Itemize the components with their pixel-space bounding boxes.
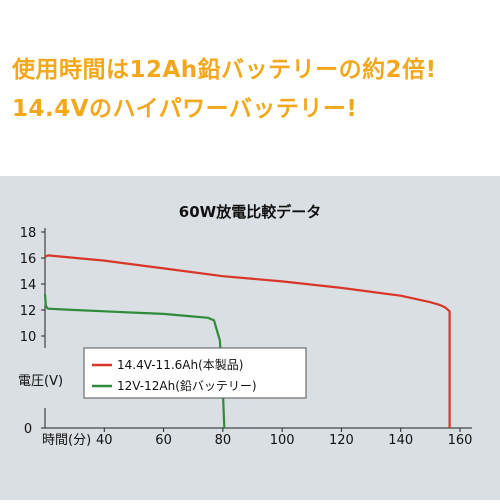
y-tick-label: 0 [24, 422, 32, 437]
headline-usage-time: 使用時間は12Ah鉛バッテリーの約2倍! [12, 57, 437, 83]
discharge-chart: 60W放電比較データ 0 10 12 14 16 18 40 60 80 100 120 140 16… [18, 203, 472, 448]
series-line-0 [44, 254, 451, 428]
x-axis-label: 時間(分) [42, 433, 91, 448]
x-tick-label: 80 [215, 433, 232, 448]
y-tick-label: 10 [20, 330, 37, 345]
chart-legend: 14.4V-11.6Ah(本製品) 12V-12Ah(鉛バッテリー) [83, 347, 307, 399]
y-tick-label: 18 [20, 226, 37, 241]
y-tick-labels: 0 10 12 14 16 18 [20, 226, 37, 437]
legend-label-green: 12V-12Ah(鉛バッテリー) [117, 379, 257, 393]
x-tick-label: 140 [388, 433, 413, 448]
chart-axes [41, 228, 472, 432]
chart-series [43, 254, 451, 429]
x-tick-label: 60 [155, 433, 172, 448]
chart-title: 60W放電比較データ [179, 203, 321, 221]
y-axis-label: 電圧(V) [18, 374, 63, 389]
y-tick-label: 16 [20, 252, 37, 267]
series-line-1 [43, 294, 226, 429]
x-tick-label: 120 [329, 433, 354, 448]
x-tick-label: 100 [270, 433, 295, 448]
chart-panel: 60W放電比較データ 0 10 12 14 16 18 40 60 80 100 120 140 16… [0, 176, 500, 500]
x-tick-label: 160 [448, 433, 473, 448]
y-tick-label: 12 [20, 304, 37, 319]
y-tick-label: 14 [20, 278, 37, 293]
headline-high-power: 14.4Vのハイパワーバッテリー! [12, 96, 358, 122]
legend-box [83, 347, 307, 399]
legend-label-red: 14.4V-11.6Ah(本製品) [117, 358, 243, 372]
x-tick-labels: 40 60 80 100 120 140 160 [96, 433, 472, 448]
x-tick-label: 40 [96, 433, 113, 448]
